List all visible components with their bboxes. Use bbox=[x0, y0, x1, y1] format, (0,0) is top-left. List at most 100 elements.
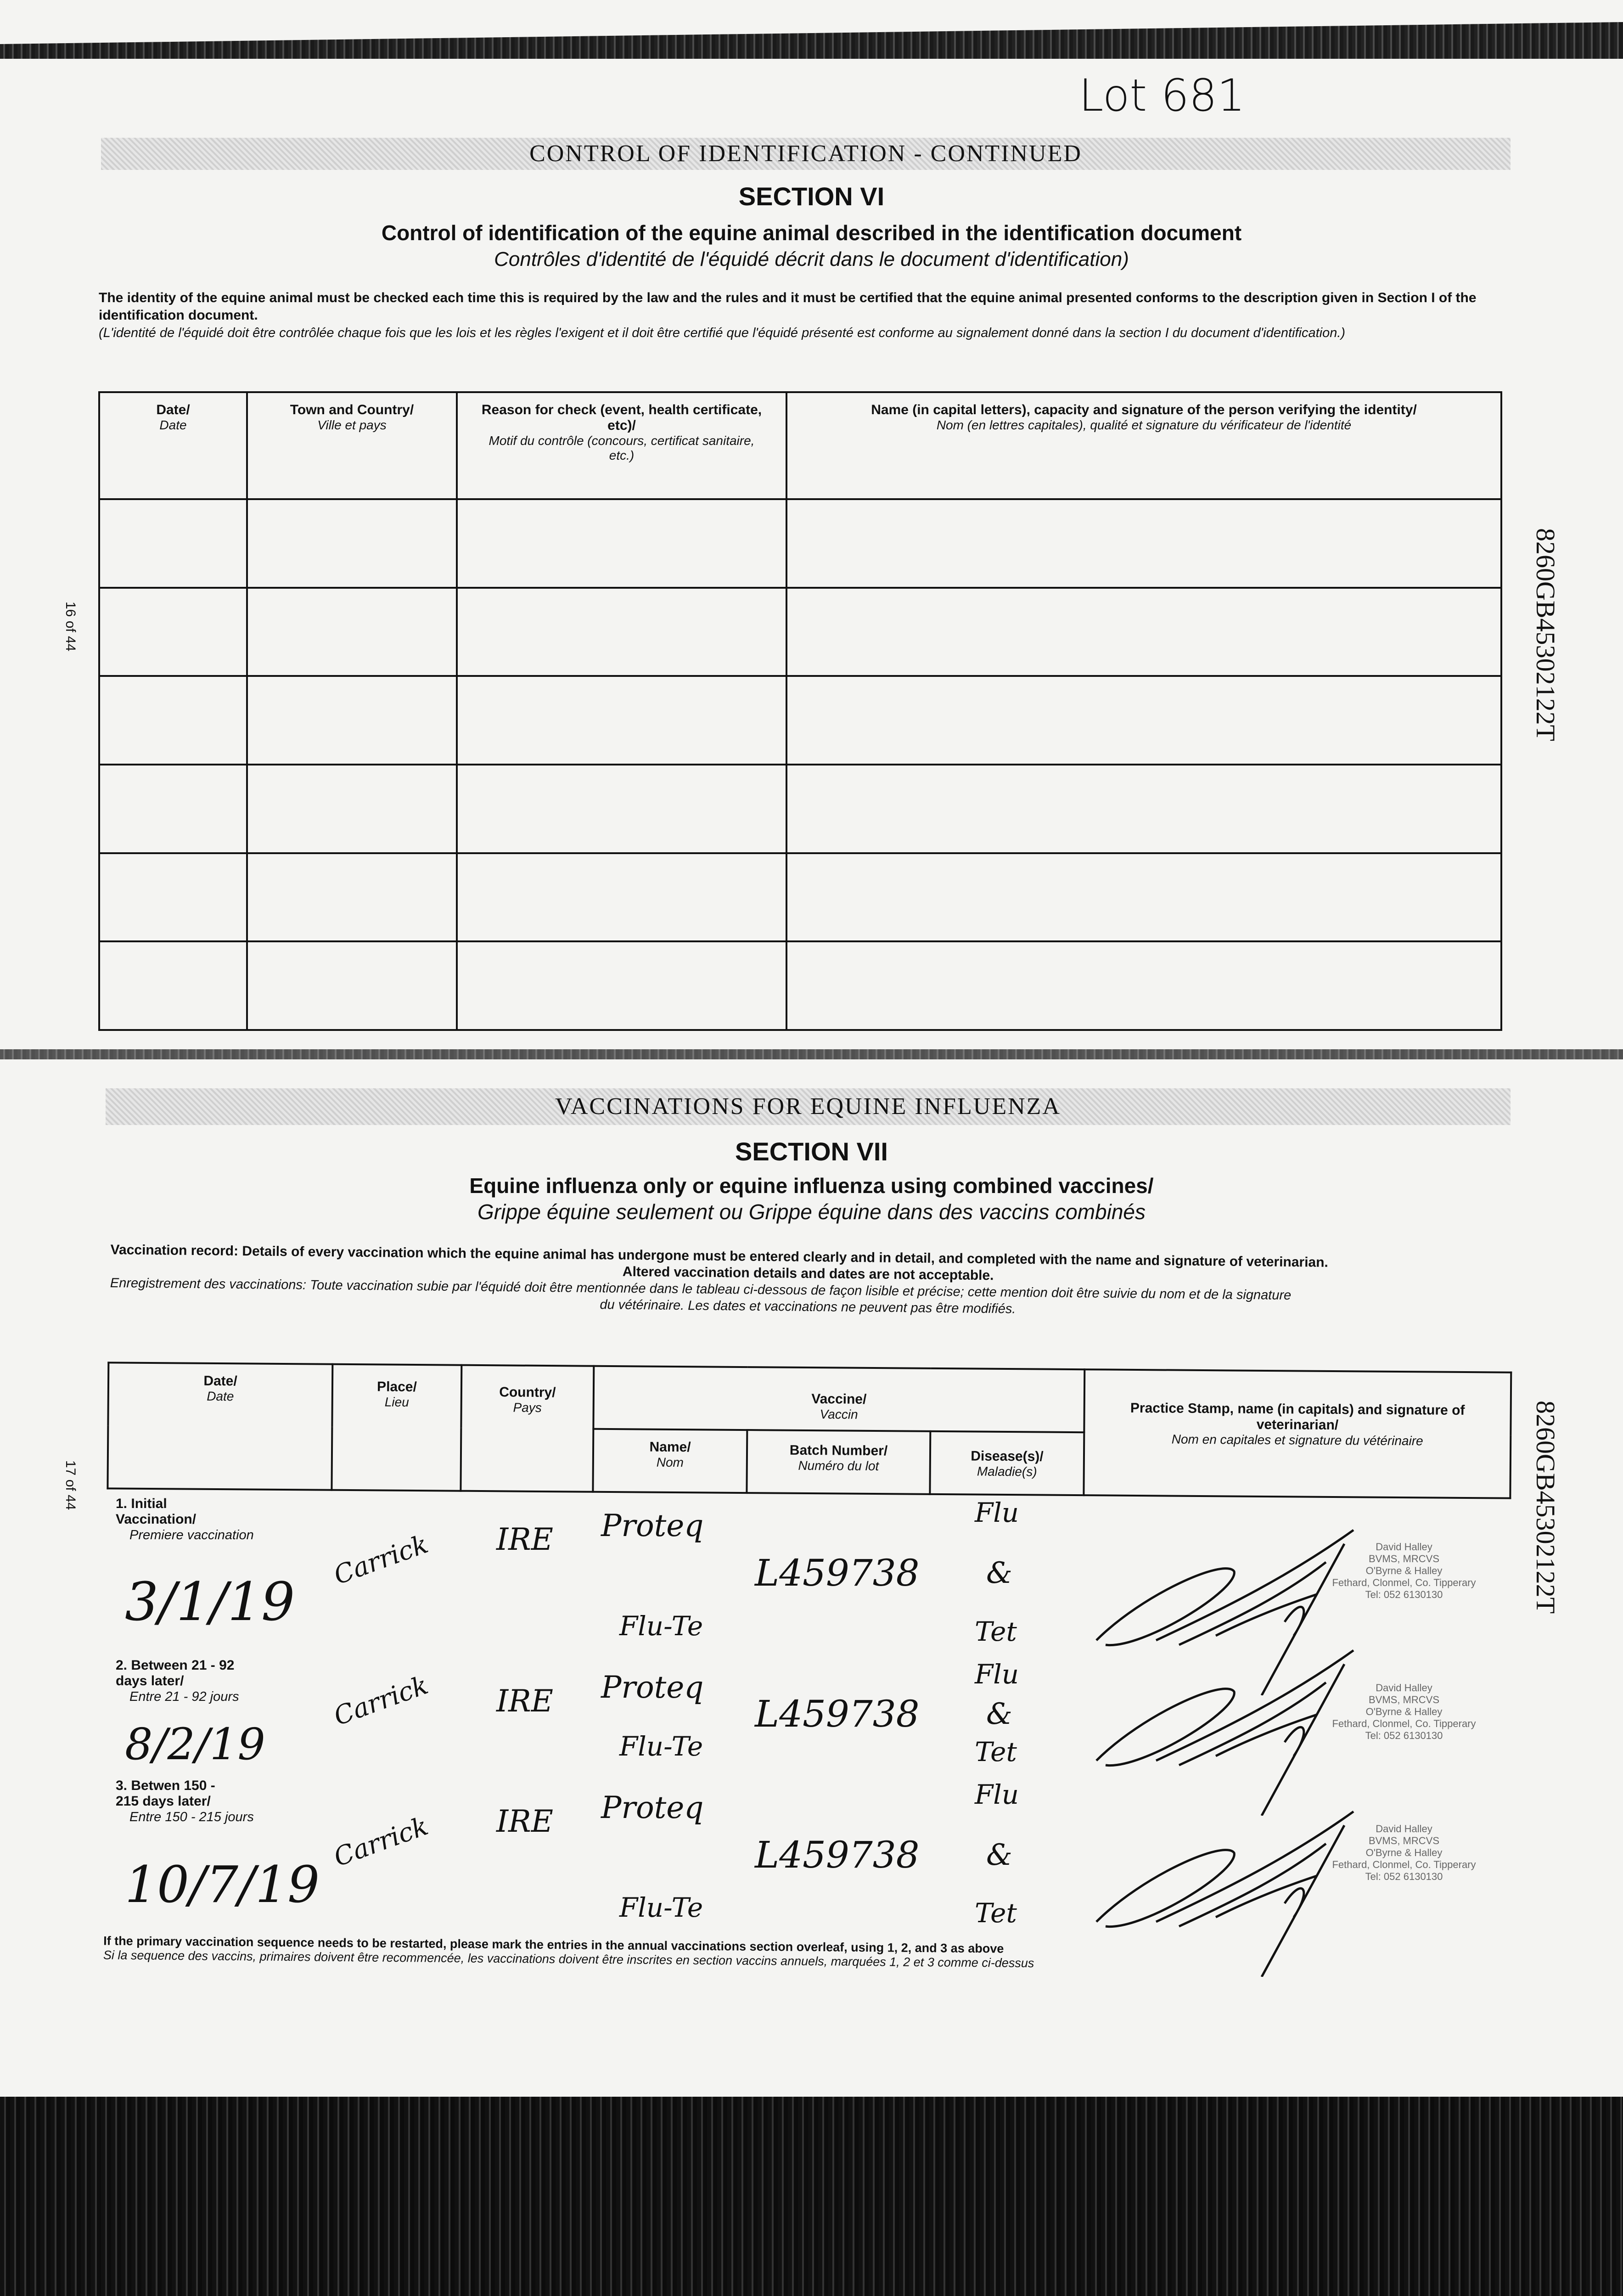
cell-reason[interactable] bbox=[456, 586, 787, 677]
cell-date[interactable] bbox=[98, 763, 248, 854]
section6-subtitle: Contrôles d'identité de l'équidé décrit … bbox=[494, 248, 1129, 270]
row-label-fr: Entre 150 - 215 jours bbox=[129, 1810, 254, 1824]
col-place: Place/Lieu bbox=[331, 1364, 462, 1491]
table-row bbox=[98, 498, 1502, 589]
section7-title: Equine influenza only or equine influenz… bbox=[469, 1174, 1154, 1198]
section6-instructions-en: The identity of the equine animal must b… bbox=[99, 290, 1477, 323]
vaccination-date: 3/1/19 bbox=[125, 1571, 295, 1633]
col-reason: Reason for check (event, health certific… bbox=[456, 391, 787, 500]
passport-code-bottom: 8260GB45302122T bbox=[1531, 1401, 1561, 1614]
batch-number: L459738 bbox=[755, 1833, 920, 1876]
cell-date[interactable] bbox=[98, 498, 248, 589]
vaccination-date: 10/7/19 bbox=[125, 1855, 320, 1914]
signature-stroke bbox=[1095, 1649, 1354, 1816]
cell-reason[interactable] bbox=[456, 763, 787, 854]
cell-town[interactable] bbox=[246, 675, 458, 765]
col-verifier: Name (in capital letters), capacity and … bbox=[786, 391, 1502, 500]
section6-title: Control of identification of the equine … bbox=[381, 221, 1242, 245]
lot-number-note: Lot 681 bbox=[1079, 70, 1245, 121]
cell-town[interactable] bbox=[246, 586, 458, 677]
scan-edge-top bbox=[0, 22, 1623, 59]
vaccination-country: IRE bbox=[496, 1804, 553, 1839]
stamp-line: Tel: 052 6130130 bbox=[1365, 1870, 1443, 1882]
page-number-17: 17 of 44 bbox=[63, 1460, 78, 1510]
disease-3: Tet bbox=[975, 1616, 1017, 1647]
stamp-line: David Halley bbox=[1376, 1823, 1432, 1835]
cell-town[interactable] bbox=[246, 763, 458, 854]
cell-verifier[interactable] bbox=[786, 763, 1502, 854]
stamp-line: Tel: 052 6130130 bbox=[1365, 1730, 1443, 1741]
table-row bbox=[98, 763, 1502, 854]
row-label-fr: Premiere vaccination bbox=[129, 1528, 254, 1542]
section7-subtitle: Grippe équine seulement ou Grippe équine… bbox=[477, 1200, 1146, 1224]
cell-verifier[interactable] bbox=[786, 675, 1502, 765]
cell-verifier[interactable] bbox=[786, 586, 1502, 677]
signature-stroke bbox=[1095, 1810, 1354, 1977]
row-label: 2. Between 21 - 92 days later/Entre 21 -… bbox=[116, 1658, 318, 1705]
disease-2: & bbox=[986, 1556, 1012, 1590]
stamp-line: David Halley bbox=[1376, 1682, 1432, 1694]
cell-reason[interactable] bbox=[456, 940, 787, 1031]
section6-heading: SECTION VI bbox=[738, 182, 885, 211]
stamp-line: O'Byrne & Halley bbox=[1365, 1706, 1443, 1717]
row-label: 3. Betwen 150 - 215 days later/Entre 150… bbox=[116, 1778, 318, 1825]
vaccine-name-line2: Flu-Te bbox=[619, 1731, 703, 1762]
vet-signature bbox=[1095, 1529, 1354, 1695]
cell-verifier[interactable] bbox=[786, 852, 1502, 943]
cell-date[interactable] bbox=[98, 586, 248, 677]
stamp-line: David Halley bbox=[1376, 1541, 1432, 1553]
vet-practice-stamp: David Halley BVMS, MRCVS O'Byrne & Halley F… bbox=[1312, 1541, 1496, 1601]
batch-number: L459738 bbox=[755, 1552, 920, 1594]
cell-verifier[interactable] bbox=[786, 498, 1502, 589]
col-diseases: Disease(s)/Maladie(s) bbox=[930, 1431, 1084, 1496]
stamp-line: Fethard, Clonmel, Co. Tipperary bbox=[1332, 1577, 1476, 1588]
col-batch-number: Batch Number/Numéro du lot bbox=[747, 1430, 931, 1494]
row-label: 1. Initial Vaccination/Premiere vaccinat… bbox=[116, 1496, 318, 1543]
stamp-line: Tel: 052 6130130 bbox=[1365, 1589, 1443, 1600]
cell-date[interactable] bbox=[98, 675, 248, 765]
page-fold-divider bbox=[0, 1049, 1623, 1059]
col-practice-stamp: Practice Stamp, name (in capitals) and s… bbox=[1084, 1369, 1511, 1498]
vet-practice-stamp: David Halley BVMS, MRCVS O'Byrne & Halley F… bbox=[1312, 1823, 1496, 1883]
section6-instructions: The identity of the equine animal must b… bbox=[99, 289, 1504, 342]
vaccination-date: 8/2/19 bbox=[125, 1719, 265, 1770]
row-label-en: 1. Initial Vaccination/ bbox=[116, 1496, 197, 1527]
batch-number: L459738 bbox=[755, 1693, 920, 1735]
cell-date[interactable] bbox=[98, 940, 248, 1031]
stamp-line: O'Byrne & Halley bbox=[1365, 1846, 1443, 1858]
stamp-line: Fethard, Clonmel, Co. Tipperary bbox=[1332, 1718, 1476, 1729]
cell-verifier[interactable] bbox=[786, 940, 1502, 1031]
stamp-line: BVMS, MRCVS bbox=[1368, 1694, 1440, 1705]
col-date: Date/Date bbox=[98, 391, 248, 500]
table-row bbox=[98, 675, 1502, 765]
cell-town[interactable] bbox=[246, 852, 458, 943]
cell-reason[interactable] bbox=[456, 498, 787, 589]
vet-signature bbox=[1095, 1649, 1354, 1816]
table-row bbox=[98, 586, 1502, 677]
vet-practice-stamp: David Halley BVMS, MRCVS O'Byrne & Halley F… bbox=[1312, 1682, 1496, 1742]
col-country: Country/Pays bbox=[461, 1365, 594, 1492]
stamp-line: Fethard, Clonmel, Co. Tipperary bbox=[1332, 1858, 1476, 1870]
cell-town[interactable] bbox=[246, 498, 458, 589]
cell-reason[interactable] bbox=[456, 852, 787, 943]
passport-code-top: 8260GB45302122T bbox=[1531, 528, 1561, 741]
vaccine-name-line1: Proteq bbox=[601, 1508, 704, 1543]
cell-reason[interactable] bbox=[456, 675, 787, 765]
cell-town[interactable] bbox=[246, 940, 458, 1031]
disease-1: Flu bbox=[975, 1779, 1019, 1810]
section7-banner-text: VACCINATIONS FOR EQUINE INFLUENZA bbox=[555, 1093, 1061, 1120]
vaccine-name-line2: Flu-Te bbox=[619, 1892, 703, 1923]
disease-2: & bbox=[986, 1838, 1012, 1872]
vaccine-name-line2: Flu-Te bbox=[619, 1610, 703, 1642]
cell-date[interactable] bbox=[98, 852, 248, 943]
section7-heading: SECTION VII bbox=[735, 1137, 888, 1166]
section7-instructions: Vaccination record: Details of every vac… bbox=[110, 1242, 1506, 1322]
stamp-line: O'Byrne & Halley bbox=[1365, 1565, 1443, 1576]
disease-1: Flu bbox=[975, 1497, 1019, 1528]
row-label-en: 2. Between 21 - 92 days later/ bbox=[116, 1658, 235, 1688]
row-label-en: 3. Betwen 150 - 215 days later/ bbox=[116, 1778, 215, 1809]
section7-banner: VACCINATIONS FOR EQUINE INFLUENZA bbox=[106, 1088, 1511, 1125]
table-row bbox=[98, 852, 1502, 943]
vaccine-name-line1: Proteq bbox=[601, 1790, 704, 1825]
scan-edge-bottom bbox=[0, 2097, 1623, 2296]
